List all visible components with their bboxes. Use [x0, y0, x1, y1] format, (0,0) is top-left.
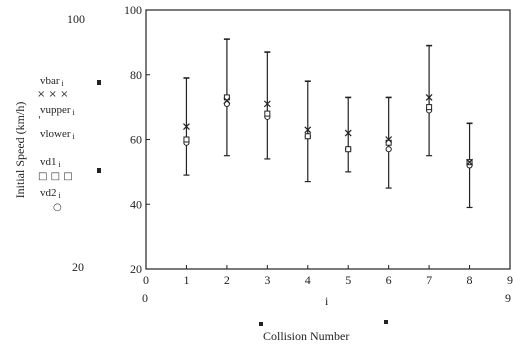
plot-frame: [145, 9, 511, 270]
outer-xmax-label: 9: [505, 291, 511, 305]
x-tick-label: 1: [183, 273, 189, 287]
vbar-point: [223, 97, 231, 105]
vbar-point: [344, 129, 352, 137]
legend-label-vd2: vd2 i: [40, 187, 62, 200]
vbar-point: [183, 123, 190, 130]
outer-ymax-label: 100: [67, 12, 85, 26]
outer-xmid-label: i: [325, 294, 329, 308]
legend-label-vupper: vupper i: [40, 104, 76, 117]
plot-area: [145, 9, 511, 270]
vd2-point: [385, 146, 392, 153]
vbar-point: [466, 158, 473, 166]
x-tick-label: 5: [345, 273, 351, 287]
legend-marker-vupper: ': [38, 115, 41, 126]
x-tick-label: 4: [305, 273, 311, 287]
y-tick-label: 60: [130, 133, 142, 147]
vd1-point: [345, 146, 352, 153]
x-tick-label: 8: [467, 273, 473, 287]
outer-xmin-label: 0: [142, 291, 148, 305]
x-title-right-mark: [384, 320, 388, 324]
y-axis: 20 40 60 80 100: [124, 3, 150, 276]
vbar-point: [425, 93, 433, 101]
x-tick-label: 7: [426, 273, 432, 287]
legend-marker-vd1: □ □ □: [38, 171, 73, 182]
legend: vbar i × × × vupper i ' vlower i vd1 i □ □ □…: [37, 75, 101, 213]
series-layer: [183, 38, 473, 209]
y-tick-label: 40: [130, 197, 142, 211]
x-tick-label: 9: [507, 273, 513, 287]
vbar-point: [304, 126, 312, 134]
legend-key-square-2: [97, 168, 101, 173]
y-axis-title: Initial Speed (km/h): [13, 102, 27, 199]
legend-label-vbar: vbar i: [40, 75, 65, 88]
legend-label-vlower: vlower i: [40, 128, 76, 141]
legend-label-vd1: vd1 i: [40, 156, 62, 169]
y-tick-label: 20: [130, 262, 142, 276]
legend-marker-vd2: ○: [53, 202, 62, 213]
x-tick-label: 2: [224, 273, 230, 287]
x-tick-label: 0: [143, 273, 149, 287]
vd1-point: [304, 133, 311, 140]
x-title-left-mark: [259, 322, 263, 326]
vbar-point: [263, 100, 271, 108]
legend-key-square-1: [97, 80, 101, 85]
x-tick-label: 6: [386, 273, 392, 287]
x-axis: 0 1 2 3 4 5 6 7 8 9: [143, 265, 513, 287]
y-tick-label: 100: [124, 3, 142, 17]
x-tick-label: 3: [264, 273, 270, 287]
vd1-point: [183, 136, 190, 143]
x-axis-title: Collision Number: [263, 329, 349, 343]
vbar-point: [385, 136, 393, 143]
vd1-point: [426, 104, 433, 111]
legend-marker-vbar: × × ×: [37, 89, 69, 100]
vd1-point: [264, 110, 271, 117]
outer-ymin-label: 20: [72, 260, 84, 274]
y-tick-label: 80: [130, 68, 142, 82]
